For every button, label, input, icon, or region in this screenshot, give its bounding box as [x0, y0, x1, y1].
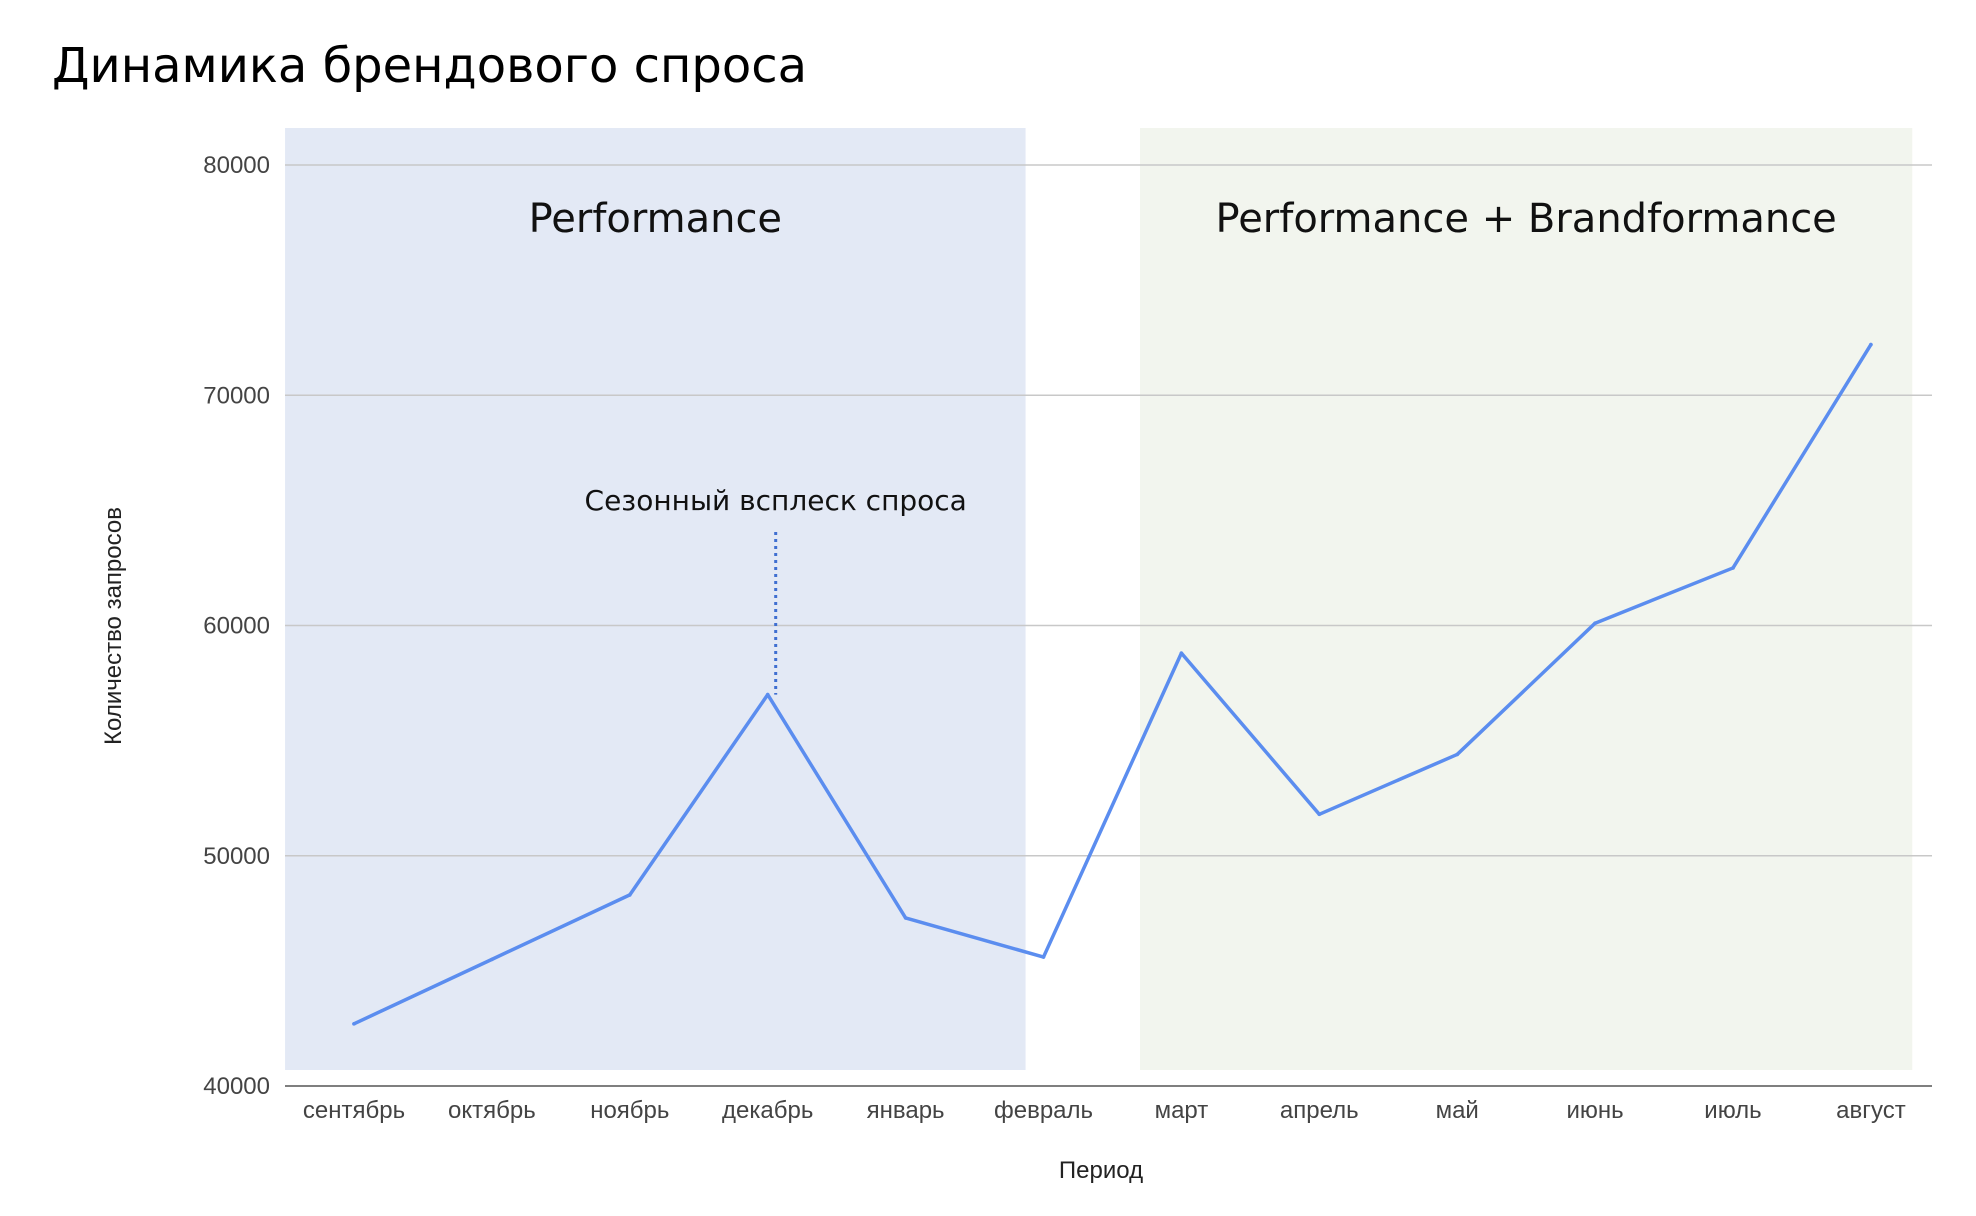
data-point-июль — [1731, 566, 1735, 570]
data-point-октябрь — [490, 957, 494, 962]
data-point-апрель — [1317, 812, 1322, 817]
x-tick-июнь: июнь — [1567, 1097, 1624, 1124]
x-tick-декабрь: декабрь — [722, 1097, 813, 1124]
y-tick-60000: 60000 — [203, 613, 270, 640]
x-tick-октябрь: октябрь — [448, 1097, 536, 1124]
y-tick-80000: 80000 — [203, 152, 270, 179]
y-gridlines — [285, 164, 1932, 1087]
region-2-label: Performance + Brandformance — [1216, 196, 1837, 242]
x-tick-март: март — [1155, 1097, 1209, 1124]
data-point-январь — [903, 916, 908, 920]
x-tick-июль: июль — [1704, 1097, 1761, 1124]
x-tick-labels: сентябрь октябрь ноябрь декабрь январь феврал… — [303, 1097, 1906, 1124]
region-2-band — [1140, 128, 1913, 1070]
x-tick-ноябрь: ноябрь — [590, 1097, 669, 1124]
data-point-февраль — [1041, 955, 1046, 959]
series-lines — [352, 342, 1873, 1026]
y-tick-70000: 70000 — [203, 382, 270, 409]
x-axis-label: Период — [1059, 1157, 1143, 1184]
data-point-март — [1179, 651, 1184, 655]
x-tick-февраль: февраль — [994, 1097, 1093, 1124]
data-point-декабрь — [765, 692, 770, 697]
series-1-line — [352, 342, 1873, 1026]
data-point-июнь — [1593, 621, 1597, 625]
region-1-band — [285, 128, 1026, 1070]
y-axis-label: Количество запросов — [100, 507, 127, 745]
x-tick-сентябрь: сентябрь — [303, 1097, 405, 1124]
x-tick-август: август — [1836, 1097, 1906, 1124]
y-tick-40000: 40000 — [203, 1073, 270, 1100]
data-point-август — [1869, 342, 1873, 347]
y-tick-labels: 40000 50000 60000 70000 80000 — [203, 152, 270, 1100]
annotations: Сезонный всплеск спроса — [585, 484, 967, 695]
period-regions: Performance Performance + Brandformance — [285, 128, 1913, 1070]
x-tick-апрель: апрель — [1280, 1097, 1359, 1124]
region-1-label: Performance — [529, 196, 782, 242]
data-point-ноябрь — [628, 893, 632, 897]
x-tick-май: май — [1436, 1097, 1479, 1124]
page-title: Динамика брендового спроса — [52, 38, 808, 94]
data-point-май — [1455, 752, 1459, 757]
annotation-label: Сезонный всплеск спроса — [585, 484, 967, 517]
data-point-сентябрь — [352, 1022, 356, 1026]
y-tick-50000: 50000 — [203, 843, 270, 870]
x-tick-январь: январь — [867, 1097, 945, 1124]
